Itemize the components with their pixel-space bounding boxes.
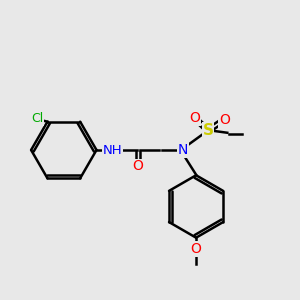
Text: S: S xyxy=(202,123,214,138)
Text: O: O xyxy=(190,242,202,256)
Text: O: O xyxy=(189,111,200,125)
Text: Cl: Cl xyxy=(31,112,43,125)
Text: O: O xyxy=(219,113,230,127)
Text: N: N xyxy=(178,143,188,157)
Text: O: O xyxy=(133,159,143,173)
Text: NH: NH xyxy=(103,143,123,157)
